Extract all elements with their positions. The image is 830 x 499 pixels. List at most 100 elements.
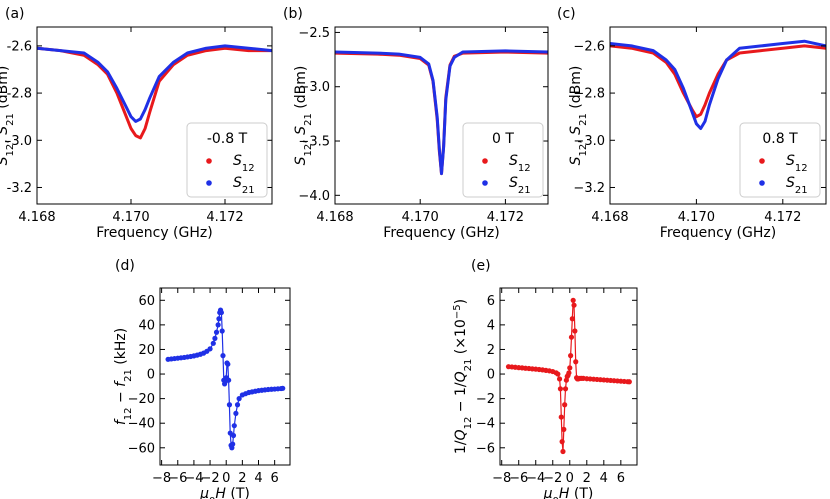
x-tick-label: −8 — [492, 471, 511, 486]
x-tick-label: 4.168 — [316, 210, 353, 225]
data-point — [562, 386, 569, 392]
data-point — [236, 396, 242, 402]
legend-marker — [759, 180, 765, 186]
y-tick-label: 0 — [487, 368, 495, 383]
panel-label: (d) — [115, 258, 135, 274]
legend-marker — [206, 158, 212, 164]
y-tick-label: 20 — [138, 343, 155, 358]
legend-title: -0.8 T — [207, 131, 248, 147]
legend-marker — [482, 158, 488, 164]
data-point — [213, 329, 220, 335]
x-tick-label: 0 — [222, 471, 230, 486]
y-tick-label: −3.5 — [298, 135, 330, 150]
x-tick-label: 2 — [238, 471, 246, 486]
x-tick-label: 4 — [254, 471, 262, 486]
axes-frame — [36, 26, 273, 205]
legend-entry-label: S12 — [233, 153, 255, 174]
data-point — [216, 316, 222, 322]
y-axis-label: S12, S21 (dBm) — [568, 66, 589, 166]
data-point — [626, 379, 632, 385]
data-point — [566, 370, 572, 376]
axes-frame — [609, 26, 827, 205]
y-tick-label: −60 — [128, 441, 155, 456]
x-tick-label: 4.168 — [18, 210, 55, 225]
legend-marker — [759, 158, 765, 164]
x-tick-label: −4 — [184, 471, 203, 486]
panel-label: (b) — [283, 6, 303, 22]
x-tick-label: −6 — [509, 471, 528, 486]
x-tick-label: 4.172 — [487, 210, 524, 225]
y-tick-label: −4.0 — [298, 189, 330, 204]
x-tick-label: 4.172 — [764, 210, 801, 225]
legend-title: 0 T — [492, 131, 514, 147]
data-point — [210, 340, 216, 346]
data-point — [567, 365, 573, 371]
data-point — [573, 359, 579, 365]
axes-frame — [334, 26, 549, 205]
data-point — [230, 441, 236, 447]
y-tick-label: 6 — [487, 294, 495, 309]
y-tick-label: −3.0 — [298, 80, 330, 95]
x-tick-label: −4 — [526, 471, 545, 486]
x-tick-label: 4.170 — [678, 210, 715, 225]
y-tick-label: −2.6 — [573, 39, 605, 54]
panel-label: (a) — [5, 6, 25, 22]
x-axis-label: μ0H (T) — [543, 486, 594, 499]
axes-frame — [159, 287, 291, 466]
x-axis-label: Frequency (GHz) — [383, 225, 499, 241]
axes-frame — [499, 287, 638, 466]
data-point — [226, 402, 233, 408]
x-tick-label: 4.170 — [112, 210, 149, 225]
y-axis-label: S12, S21 (dBm) — [293, 66, 314, 166]
panel-2: (c) 4.168 4.170 4.172 −2.6 −2.8 −3.0 −3.2 Freque… — [557, 6, 827, 241]
y-tick-label: -2.6 — [7, 39, 32, 54]
data-point — [234, 402, 241, 408]
y-tick-label: −20 — [128, 392, 155, 407]
series-line-s21 — [37, 44, 272, 123]
data-point — [562, 402, 568, 408]
x-tick-label: 4.170 — [402, 210, 439, 225]
y-tick-label: 40 — [138, 318, 155, 333]
legend-marker — [206, 180, 212, 186]
x-axis-label: Frequency (GHz) — [660, 225, 776, 241]
y-tick-label: 4 — [487, 318, 495, 333]
data-point — [557, 386, 564, 392]
x-tick-label: 4.172 — [206, 210, 243, 225]
legend-entry-label: S21 — [233, 175, 255, 196]
data-point — [571, 302, 577, 308]
y-tick-label: 60 — [138, 294, 155, 309]
y-tick-label: −2.8 — [573, 87, 605, 102]
series-line-s21 — [335, 49, 548, 176]
data-point — [280, 385, 286, 391]
data-point — [555, 371, 561, 377]
legend-box — [739, 122, 821, 198]
legend-box — [186, 122, 268, 198]
series-line-s21 — [610, 39, 826, 130]
data-group — [165, 307, 286, 451]
data-point — [218, 309, 224, 316]
x-tick-label: −2 — [200, 471, 219, 486]
series-line-s12 — [37, 46, 272, 140]
y-tick-label: −3.0 — [573, 134, 605, 149]
data-point — [559, 439, 565, 445]
panel-label: (e) — [471, 258, 491, 274]
legend-entry-label: S21 — [786, 175, 808, 196]
x-tick-label: 4.168 — [591, 210, 628, 225]
data-point — [233, 410, 239, 416]
data-point — [215, 322, 221, 328]
data-group — [610, 39, 826, 130]
y-tick-label: 0 — [147, 368, 155, 383]
x-tick-label: −6 — [168, 471, 187, 486]
data-group — [505, 297, 632, 455]
legend-entry-label: S12 — [786, 153, 808, 174]
panel-1: (b) 4.168 4.170 4.172 −2.5 −3.0 −3.5 −4.0 Freque… — [283, 6, 549, 241]
data-point — [561, 426, 567, 432]
x-tick-label: 6 — [271, 471, 279, 486]
y-tick-label: -3.2 — [7, 181, 32, 196]
data-point — [225, 361, 231, 367]
data-point — [569, 316, 575, 322]
data-point — [219, 328, 225, 334]
data-point — [560, 448, 566, 455]
